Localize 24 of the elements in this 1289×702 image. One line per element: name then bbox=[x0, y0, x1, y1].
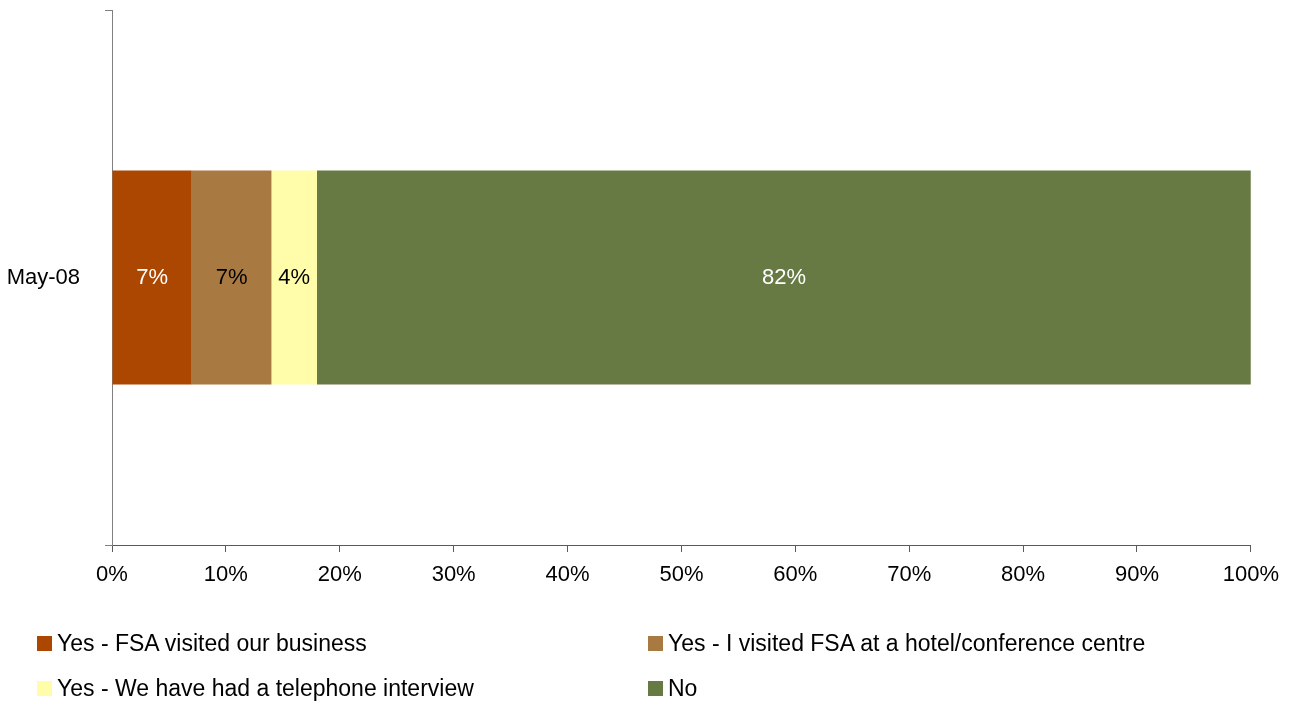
x-tick-label: 10% bbox=[203, 561, 248, 587]
x-tick-label: 70% bbox=[887, 561, 932, 587]
x-tick-label: 20% bbox=[317, 561, 362, 587]
x-tick-label: 60% bbox=[773, 561, 818, 587]
legend-label: No bbox=[668, 674, 698, 702]
x-tick-label: 40% bbox=[545, 561, 590, 587]
x-tick-label: 100% bbox=[1222, 561, 1280, 587]
legend-label: Yes - I visited FSA at a hotel/conference centre bbox=[668, 629, 1146, 657]
x-tick-label: 0% bbox=[96, 561, 128, 587]
bar bbox=[112, 170, 192, 385]
data-label: 7% bbox=[215, 263, 248, 289]
x-tick-label: 90% bbox=[1114, 561, 1159, 587]
data-label: 4% bbox=[278, 263, 311, 289]
data-label: 7% bbox=[136, 263, 169, 289]
legend-label: Yes - We have had a telephone interview bbox=[57, 674, 474, 702]
x-tick-label: 30% bbox=[431, 561, 476, 587]
bar bbox=[191, 170, 272, 385]
legend-label: Yes - FSA visited our business bbox=[57, 629, 367, 657]
bar bbox=[317, 170, 1251, 385]
bar bbox=[271, 170, 317, 385]
x-tick-label: 80% bbox=[1001, 561, 1046, 587]
data-label: 82% bbox=[761, 263, 806, 289]
y-tick-label: May-08 bbox=[6, 263, 80, 289]
x-tick-label: 50% bbox=[659, 561, 704, 587]
